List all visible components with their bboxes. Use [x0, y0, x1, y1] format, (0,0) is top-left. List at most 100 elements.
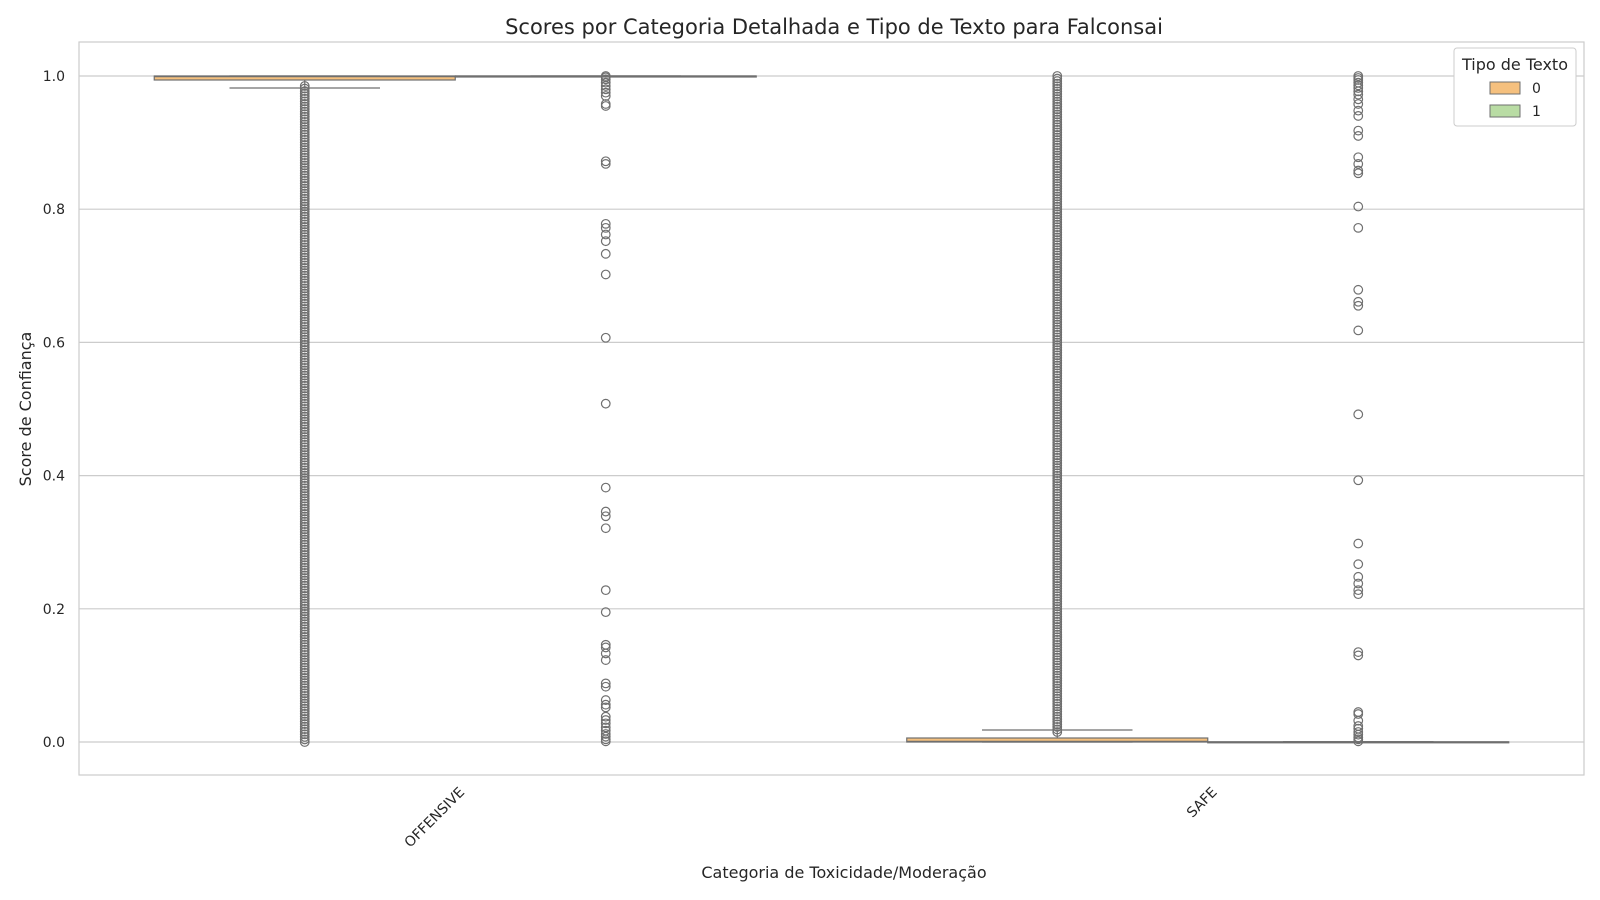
outlier-point	[1052, 212, 1063, 222]
outlier-point	[299, 165, 310, 176]
outlier-point	[299, 575, 310, 586]
outlier-point	[1052, 622, 1063, 632]
outlier-point	[299, 593, 310, 604]
outlier-point	[1052, 209, 1063, 220]
outlier-point	[1052, 627, 1063, 637]
outlier-point	[1052, 414, 1063, 425]
outlier-point	[1052, 317, 1063, 327]
outlier-point	[1052, 122, 1063, 133]
outlier-point	[1052, 358, 1063, 368]
outlier-point	[299, 286, 310, 296]
outlier-point	[299, 206, 310, 217]
outlier-point	[299, 342, 310, 353]
outlier-point	[299, 644, 310, 655]
outlier-point	[1052, 350, 1063, 361]
outlier-point	[1353, 284, 1364, 295]
outlier-point	[1052, 511, 1063, 522]
outlier-point	[1052, 201, 1063, 212]
box-plot-marks	[153, 71, 1510, 747]
outlier-point	[1052, 427, 1063, 438]
outlier-point	[299, 373, 310, 384]
outlier-point	[600, 736, 611, 747]
outlier-point	[299, 383, 310, 394]
outlier-point	[1052, 404, 1063, 415]
outlier-point	[1052, 147, 1063, 158]
outlier-point	[299, 468, 310, 478]
outlier-point	[299, 270, 310, 281]
outlier-point	[1052, 422, 1063, 432]
outlier-point	[299, 332, 310, 343]
outlier-point	[1052, 309, 1063, 320]
outlier-point	[299, 388, 310, 399]
outlier-point	[600, 222, 611, 233]
outlier-point	[299, 234, 310, 245]
outlier-point	[1353, 111, 1364, 121]
outlier-point	[1052, 657, 1063, 668]
outlier-point	[1052, 583, 1063, 594]
outlier-point	[1052, 686, 1063, 696]
outlier-point	[1052, 481, 1063, 491]
outlier-point	[1052, 255, 1063, 266]
outlier-point	[1052, 447, 1063, 458]
outlier-point	[299, 122, 310, 132]
x-tick-label: SAFE	[1184, 785, 1221, 822]
legend: Tipo de Texto 0 1	[1453, 47, 1577, 127]
outlier-point	[299, 163, 310, 173]
outlier-point	[299, 324, 310, 335]
outlier-point	[600, 642, 611, 653]
outlier-point	[1052, 227, 1063, 238]
outlier-point	[1052, 488, 1063, 499]
outlier-point	[299, 444, 310, 455]
outlier-point	[299, 516, 310, 527]
outlier-point	[299, 737, 310, 747]
outlier-point	[299, 355, 310, 366]
outlier-point	[299, 296, 310, 307]
outlier-point	[1052, 322, 1063, 333]
outlier-point	[1052, 299, 1063, 309]
outlier-point	[1052, 534, 1063, 545]
outlier-point	[299, 232, 310, 243]
outlier-point	[1052, 368, 1063, 379]
outlier-point	[299, 396, 310, 407]
outlier-point	[299, 88, 310, 99]
outlier-point	[299, 724, 310, 735]
outlier-point	[299, 378, 310, 389]
outlier-point	[299, 252, 310, 263]
outlier-point	[299, 365, 310, 376]
outlier-point	[1052, 601, 1063, 612]
outlier-point	[1052, 619, 1063, 630]
outlier-point	[299, 419, 310, 430]
outlier-point	[1052, 493, 1063, 504]
outlier-point	[1052, 706, 1063, 717]
outlier-point	[1052, 76, 1063, 87]
outlier-point	[299, 462, 310, 473]
outlier-point	[1052, 417, 1063, 427]
outlier-point	[600, 77, 611, 88]
outlier-point	[299, 321, 310, 332]
outlier-point	[1052, 506, 1063, 517]
outlier-point	[299, 260, 310, 271]
outlier-point	[299, 198, 310, 209]
outlier-point	[299, 685, 310, 696]
y-tick-label: 0.8	[43, 202, 65, 218]
outlier-point	[1052, 478, 1063, 489]
outlier-point	[1052, 327, 1063, 338]
outlier-point	[299, 714, 310, 724]
outlier-point	[1353, 83, 1364, 93]
outlier-point	[1052, 650, 1063, 661]
outlier-point	[1052, 112, 1063, 122]
outlier-point	[299, 534, 310, 545]
outlier-point	[299, 124, 310, 135]
outlier-point	[1052, 337, 1063, 348]
outlier-point	[1052, 440, 1063, 450]
outlier-point	[1052, 250, 1063, 261]
outlier-point	[299, 245, 310, 255]
outlier-point	[1052, 247, 1063, 258]
outlier-point	[1052, 578, 1063, 589]
outlier-point	[1052, 340, 1063, 350]
outlier-point	[1052, 83, 1063, 94]
outlier-point	[1052, 696, 1063, 707]
outlier-point	[299, 670, 310, 681]
outlier-point	[299, 457, 310, 468]
outlier-point	[299, 255, 310, 266]
